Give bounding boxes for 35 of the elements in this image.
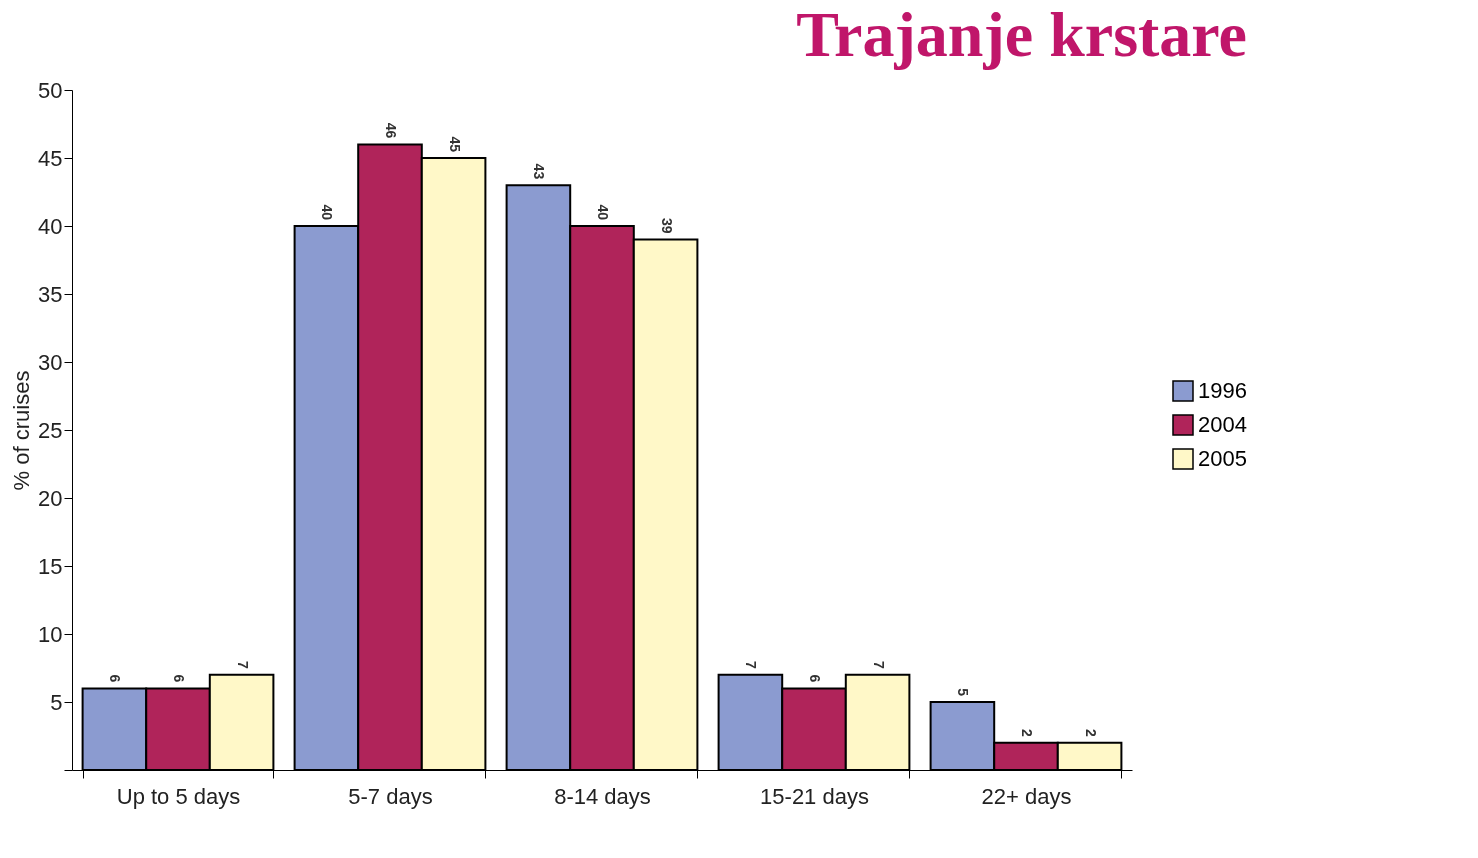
data-label: 40 (595, 204, 611, 221)
data-label: 7 (870, 661, 887, 669)
data-label: 6 (107, 674, 124, 683)
y-tick-label: 15 (38, 553, 63, 579)
x-tick-label: 8-14 days (554, 783, 651, 809)
y-tick-label: 40 (38, 213, 63, 239)
data-label: 2 (1082, 729, 1099, 737)
x-tick-label: 15-21 days (760, 783, 869, 809)
data-label: 2 (1019, 729, 1035, 737)
data-label: 7 (234, 661, 251, 669)
data-label: 6 (807, 674, 823, 683)
data-label: 6 (171, 674, 187, 683)
y-tick-label: 50 (38, 77, 63, 103)
data-label: 7 (743, 661, 760, 669)
x-tick-label: 5-7 days (348, 783, 433, 809)
y-tick-label: 5 (50, 689, 63, 715)
y-tick-label: 45 (38, 145, 63, 171)
data-label: 45 (446, 136, 463, 153)
y-axis-title: % of cruises (9, 370, 35, 491)
legend-label: 1996 (1198, 378, 1247, 403)
y-tick-label: 35 (38, 281, 63, 307)
data-label: 5 (955, 688, 972, 697)
y-tick-label: 30 (38, 349, 63, 375)
x-tick-label: Up to 5 days (116, 783, 241, 809)
y-tick-label: 20 (38, 485, 63, 511)
data-label: 39 (658, 218, 675, 234)
y-tick-label: 10 (38, 621, 63, 647)
chart-title: Trajanje krstare (796, 0, 1247, 70)
data-label: 43 (531, 163, 548, 180)
data-label: 46 (383, 122, 399, 139)
legend-label: 2004 (1198, 412, 1247, 437)
y-tick-label: 25 (38, 417, 63, 443)
x-tick-label: 22+ days (981, 783, 1072, 809)
data-label: 40 (319, 204, 336, 221)
legend-label: 2005 (1198, 446, 1247, 471)
